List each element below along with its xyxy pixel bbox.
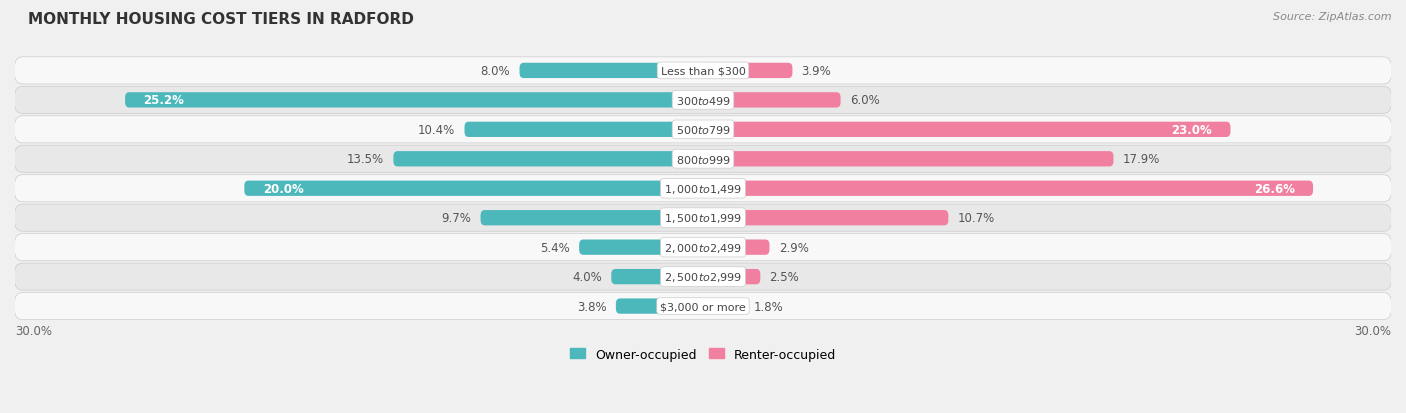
Text: 8.0%: 8.0% — [481, 65, 510, 78]
Text: 23.0%: 23.0% — [1171, 123, 1212, 136]
Text: $800 to $999: $800 to $999 — [675, 153, 731, 165]
Text: 10.7%: 10.7% — [957, 212, 995, 225]
FancyBboxPatch shape — [703, 211, 949, 226]
Text: 10.4%: 10.4% — [418, 123, 456, 136]
Text: 17.9%: 17.9% — [1122, 153, 1160, 166]
Text: $2,000 to $2,499: $2,000 to $2,499 — [664, 241, 742, 254]
Text: 6.0%: 6.0% — [849, 94, 880, 107]
FancyBboxPatch shape — [703, 240, 769, 255]
FancyBboxPatch shape — [464, 122, 703, 138]
FancyBboxPatch shape — [616, 299, 703, 314]
FancyBboxPatch shape — [14, 175, 1392, 202]
Text: Less than $300: Less than $300 — [661, 66, 745, 76]
Text: 26.6%: 26.6% — [1254, 182, 1295, 195]
Text: $1,000 to $1,499: $1,000 to $1,499 — [664, 182, 742, 195]
Text: $1,500 to $1,999: $1,500 to $1,999 — [664, 212, 742, 225]
Text: 30.0%: 30.0% — [1354, 325, 1391, 337]
FancyBboxPatch shape — [394, 152, 703, 167]
Text: 4.0%: 4.0% — [572, 271, 602, 283]
Text: 5.4%: 5.4% — [540, 241, 569, 254]
FancyBboxPatch shape — [612, 269, 703, 285]
Text: 25.2%: 25.2% — [143, 94, 184, 107]
FancyBboxPatch shape — [14, 234, 1392, 261]
FancyBboxPatch shape — [703, 299, 744, 314]
FancyBboxPatch shape — [703, 181, 1313, 197]
Text: $300 to $499: $300 to $499 — [675, 95, 731, 107]
Text: 13.5%: 13.5% — [347, 153, 384, 166]
FancyBboxPatch shape — [579, 240, 703, 255]
FancyBboxPatch shape — [14, 205, 1392, 232]
FancyBboxPatch shape — [14, 263, 1392, 290]
FancyBboxPatch shape — [14, 116, 1392, 144]
FancyBboxPatch shape — [245, 181, 703, 197]
FancyBboxPatch shape — [703, 269, 761, 285]
Text: Source: ZipAtlas.com: Source: ZipAtlas.com — [1274, 12, 1392, 22]
FancyBboxPatch shape — [14, 293, 1392, 320]
Text: 2.9%: 2.9% — [779, 241, 808, 254]
Text: 9.7%: 9.7% — [441, 212, 471, 225]
FancyBboxPatch shape — [14, 87, 1392, 114]
FancyBboxPatch shape — [703, 93, 841, 108]
FancyBboxPatch shape — [14, 58, 1392, 85]
FancyBboxPatch shape — [703, 64, 793, 79]
FancyBboxPatch shape — [520, 64, 703, 79]
FancyBboxPatch shape — [703, 152, 1114, 167]
FancyBboxPatch shape — [125, 93, 703, 108]
Text: $3,000 or more: $3,000 or more — [661, 301, 745, 311]
Legend: Owner-occupied, Renter-occupied: Owner-occupied, Renter-occupied — [565, 343, 841, 366]
Text: $500 to $799: $500 to $799 — [675, 124, 731, 136]
Text: 1.8%: 1.8% — [754, 300, 783, 313]
FancyBboxPatch shape — [481, 211, 703, 226]
Text: 3.8%: 3.8% — [576, 300, 606, 313]
Text: 2.5%: 2.5% — [769, 271, 799, 283]
Text: 3.9%: 3.9% — [801, 65, 831, 78]
Text: $2,500 to $2,999: $2,500 to $2,999 — [664, 271, 742, 283]
FancyBboxPatch shape — [703, 122, 1230, 138]
Text: 30.0%: 30.0% — [15, 325, 52, 337]
Text: 20.0%: 20.0% — [263, 182, 304, 195]
FancyBboxPatch shape — [14, 146, 1392, 173]
Text: MONTHLY HOUSING COST TIERS IN RADFORD: MONTHLY HOUSING COST TIERS IN RADFORD — [28, 12, 413, 27]
